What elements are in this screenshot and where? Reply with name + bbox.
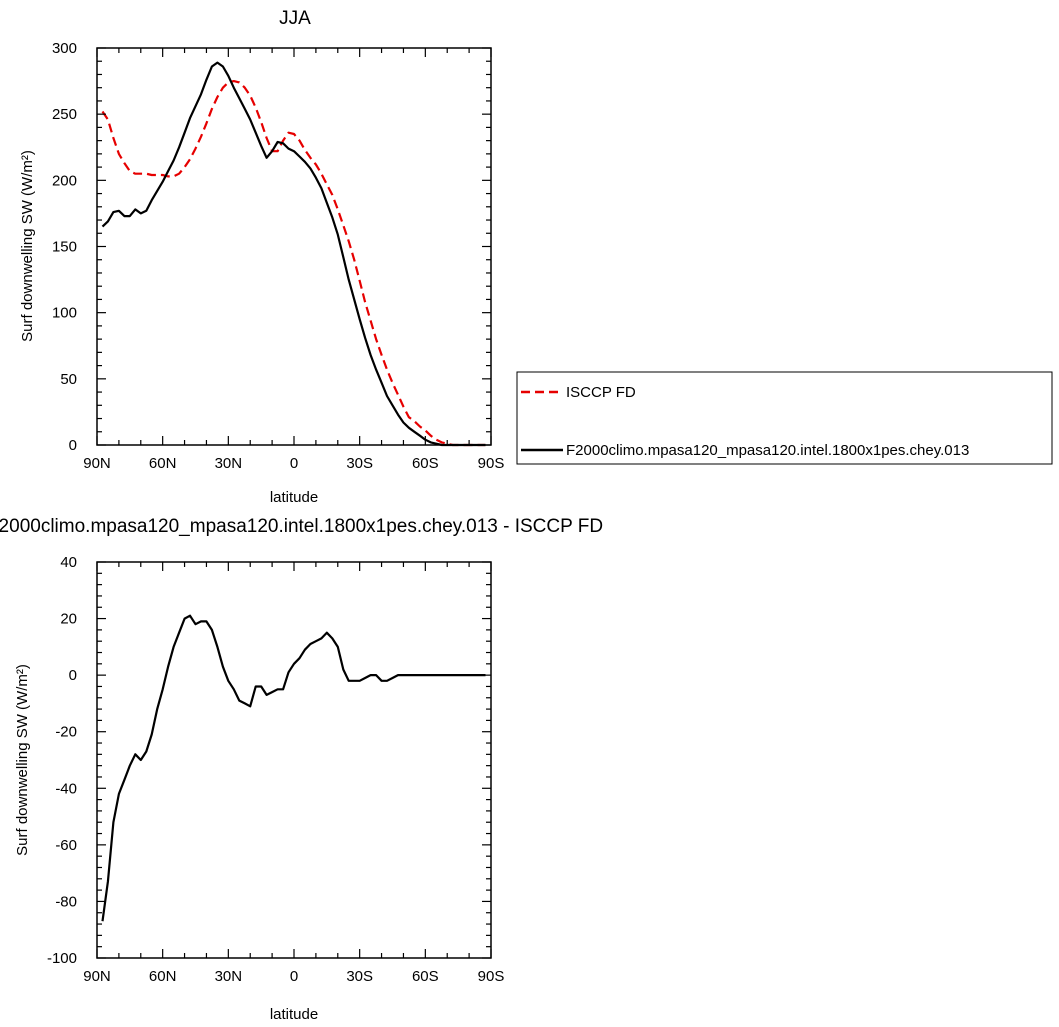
top-x-axis-label: latitude xyxy=(270,489,318,506)
top-ytick-label: 250 xyxy=(52,106,77,123)
top-panel-title: JJA xyxy=(279,8,311,29)
top-ytick-label: 150 xyxy=(52,239,77,256)
top-xtick-label: 90N xyxy=(83,455,111,472)
bottom-series-line-0 xyxy=(101,614,486,922)
bottom-ytick-label: -60 xyxy=(55,837,77,854)
top-xtick-label: 60S xyxy=(412,455,439,472)
bottom-xtick-label: 30S xyxy=(346,968,373,985)
bottom-xtick-label: 0 xyxy=(290,968,298,985)
top-ytick-label: 300 xyxy=(52,40,77,57)
bottom-ytick-label: -20 xyxy=(55,724,77,741)
top-xtick-label: 30N xyxy=(215,455,243,472)
top-ytick-label: 200 xyxy=(52,172,77,189)
bottom-y-axis-label: Surf downwelling SW (W/m²) xyxy=(14,664,31,856)
bottom-ytick-label: 0 xyxy=(69,667,77,684)
legend-label-isccp: ISCCP FD xyxy=(566,384,636,401)
top-ytick-label: 0 xyxy=(69,437,77,454)
bottom-xtick-label: 90N xyxy=(83,968,111,985)
top-xtick-label: 90S xyxy=(478,455,505,472)
top-panel-ticks: 90N 60N 30N 0 30S 60S 90S 0 50 100 150 200 250 300 xyxy=(52,40,504,472)
bottom-xtick-label: 60N xyxy=(149,968,177,985)
bottom-ytick-label: 20 xyxy=(60,611,77,628)
bottom-ytick-label: 40 xyxy=(60,554,77,571)
top-series-line-1 xyxy=(101,61,486,447)
legend: ISCCP FD F2000climo.mpasa120_mpasa120.in… xyxy=(516,371,1053,465)
legend-label-model: F2000climo.mpasa120_mpasa120.intel.1800x… xyxy=(566,442,969,459)
bottom-xtick-label: 90S xyxy=(478,968,505,985)
bottom-panel-series xyxy=(101,614,486,922)
top-panel-series xyxy=(101,61,486,447)
bottom-panel-ticks: 90N 60N 30N 0 30S 60S 90S -100 -80 -60 -40 -20 0 20 40 xyxy=(47,554,504,985)
bottom-ytick-label: -80 xyxy=(55,893,77,910)
top-ytick-label: 50 xyxy=(60,371,77,388)
bottom-xtick-label: 60S xyxy=(412,968,439,985)
top-panel: JJA 90N 60N 30N 0 30S 60S 90S 0 50 100 150 200 250 30… xyxy=(19,8,504,506)
bottom-panel-title: F2000climo.mpasa120_mpasa120.intel.1800x… xyxy=(0,516,603,537)
bottom-plot-frame xyxy=(96,561,492,959)
bottom-x-axis-label: latitude xyxy=(270,1006,318,1023)
top-y-axis-label: Surf downwelling SW (W/m²) xyxy=(19,150,36,342)
top-ytick-label: 100 xyxy=(52,305,77,322)
top-xtick-label: 30S xyxy=(346,455,373,472)
bottom-panel: F2000climo.mpasa120_mpasa120.intel.1800x… xyxy=(0,516,603,1023)
top-xtick-label: 0 xyxy=(290,455,298,472)
bottom-ytick-label: -100 xyxy=(47,950,77,967)
legend-box xyxy=(516,371,1053,465)
top-series-line-0 xyxy=(101,79,486,447)
bottom-xtick-label: 30N xyxy=(215,968,243,985)
bottom-ytick-label: -40 xyxy=(55,780,77,797)
top-plot-frame xyxy=(96,47,492,446)
top-xtick-label: 60N xyxy=(149,455,177,472)
